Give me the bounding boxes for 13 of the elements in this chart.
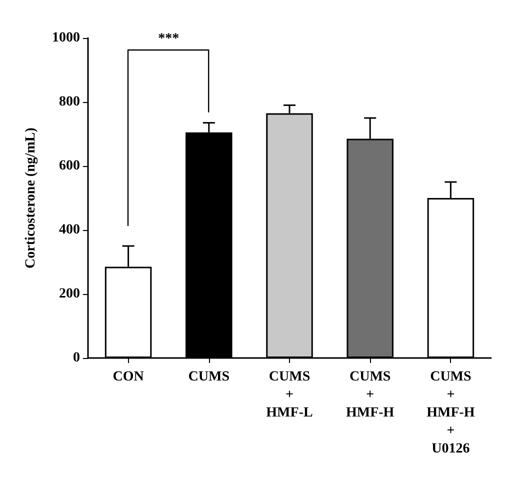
x-tick-label: CUMS + HMF-H bbox=[346, 370, 394, 420]
y-tick-label: 400 bbox=[59, 222, 80, 238]
y-axis-title: Corticosterone (ng/mL) bbox=[24, 127, 38, 268]
y-tick-label: 800 bbox=[59, 94, 80, 110]
x-tick-label: CUMS + HMF-L bbox=[266, 370, 313, 420]
x-tick-label: CON bbox=[112, 370, 144, 384]
x-tick-label: CUMS bbox=[188, 370, 230, 384]
y-tick-label: 0 bbox=[73, 350, 80, 366]
y-tick-label: 200 bbox=[59, 286, 80, 302]
x-tick-label: CUMS + HMF-H + U0126 bbox=[426, 370, 475, 456]
annotation: *** bbox=[158, 32, 180, 46]
y-tick-label: 1000 bbox=[52, 30, 80, 46]
y-tick-label: 600 bbox=[59, 158, 80, 174]
